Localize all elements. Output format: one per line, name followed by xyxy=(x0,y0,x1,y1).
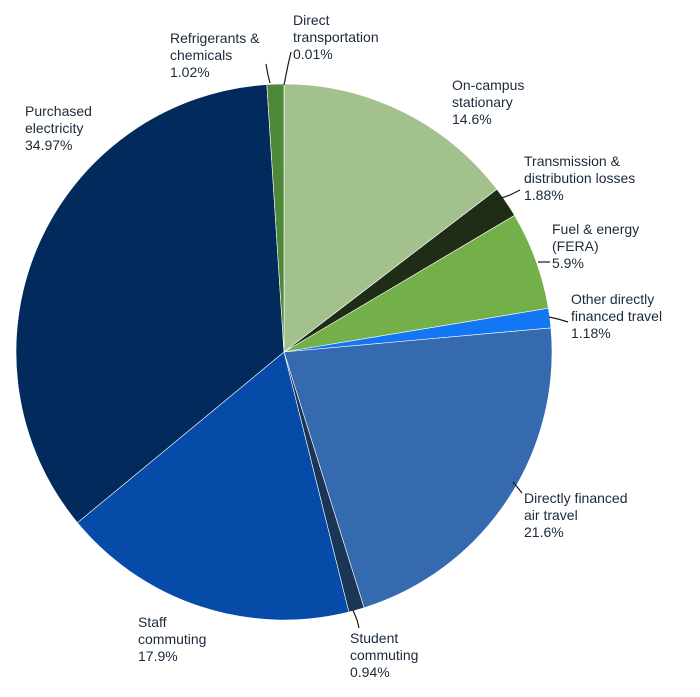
label-staff-commuting: Staff commuting 17.9% xyxy=(138,614,206,664)
label-other-directly-financed-travel: Other directly financed travel 1.18% xyxy=(571,291,662,341)
label-directly-financed-air-travel: Directly financed air travel 21.6% xyxy=(524,490,628,540)
label-refrigerants-chemicals: Refrigerants & chemicals 1.02% xyxy=(170,30,260,80)
leader-transmission-distribution-losses xyxy=(495,189,521,201)
slice-on-campus-stationary xyxy=(283,83,498,353)
leader-student-commuting xyxy=(352,609,360,629)
leader-directly-financed-air-travel xyxy=(512,481,523,494)
pie-slices xyxy=(15,83,553,621)
leader-direct-transportation xyxy=(283,51,292,86)
label-fuel-energy-fera: Fuel & energy (FERA) 5.9% xyxy=(552,221,639,271)
slice-staff-commuting xyxy=(76,351,350,621)
slice-purchased-electricity xyxy=(15,84,285,524)
leader-refrigerants-chemicals xyxy=(265,63,271,84)
label-transmission-distribution-losses: Transmission & distribution losses 1.88% xyxy=(524,153,635,203)
leader-lines xyxy=(265,51,569,629)
label-direct-transportation: Direct transportation 0.01% xyxy=(293,12,379,62)
leader-other-directly-financed-travel xyxy=(548,316,569,323)
label-on-campus-stationary: On-campus stationary 14.6% xyxy=(452,77,524,127)
label-student-commuting: Student commuting 0.94% xyxy=(350,630,418,680)
slice-directly-financed-air-travel xyxy=(283,327,553,609)
slice-labels: Direct transportation 0.01% On-campus statio… xyxy=(25,12,662,680)
label-purchased-electricity: Purchased electricity 34.97% xyxy=(25,103,92,153)
